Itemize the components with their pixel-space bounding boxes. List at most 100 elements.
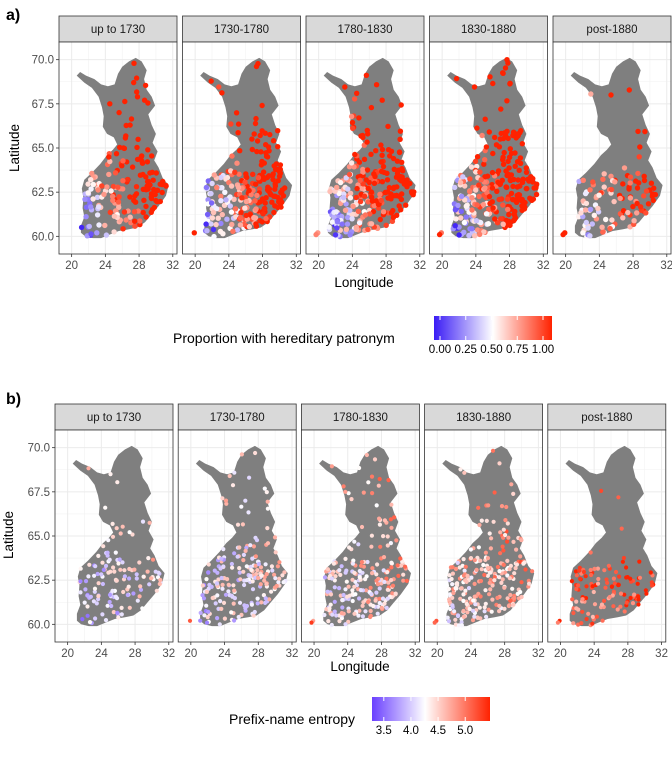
data-point [484, 518, 489, 524]
data-point [504, 196, 511, 202]
data-point [347, 195, 354, 201]
data-point [153, 197, 159, 204]
data-point [507, 576, 512, 581]
data-point [583, 219, 589, 226]
data-point [490, 150, 496, 157]
x-tick-label: 24 [95, 648, 108, 660]
data-point [349, 119, 356, 126]
data-point [325, 589, 330, 594]
data-point [447, 597, 452, 602]
data-point [486, 503, 491, 508]
data-point [221, 600, 227, 606]
data-point [109, 603, 114, 609]
x-tick-label: 32 [537, 260, 550, 272]
data-point [276, 199, 282, 205]
data-point [613, 569, 619, 575]
data-point [227, 473, 232, 479]
facet-strip-label: 1730-1780 [210, 412, 265, 424]
data-point [266, 173, 272, 179]
data-point [386, 478, 391, 483]
data-point [85, 190, 91, 196]
data-point [617, 195, 623, 202]
data-point [121, 209, 128, 215]
data-point [372, 173, 378, 180]
data-point [215, 616, 220, 621]
data-point [494, 220, 501, 226]
data-point [384, 170, 390, 176]
data-point [111, 565, 116, 570]
data-point [492, 490, 497, 495]
data-point [487, 570, 492, 575]
data-point [224, 501, 229, 506]
data-point [208, 190, 214, 197]
data-point [472, 158, 479, 165]
data-point [273, 161, 280, 167]
data-point [378, 142, 384, 148]
data-point [254, 148, 260, 155]
data-point [485, 566, 490, 571]
data-point [246, 187, 252, 194]
y-tick-label: 67.5 [32, 99, 54, 111]
data-point [329, 464, 334, 469]
data-point [453, 617, 458, 622]
data-point [369, 592, 374, 597]
data-point [137, 172, 144, 178]
data-point [264, 490, 269, 495]
data-point [263, 215, 269, 222]
data-point [229, 561, 234, 567]
data-point [112, 170, 119, 176]
data-point [473, 169, 479, 175]
data-point [111, 229, 117, 235]
data-point [374, 578, 379, 583]
data-point [383, 222, 389, 228]
data-point [119, 605, 124, 611]
data-point [476, 182, 482, 188]
data-point [126, 584, 131, 589]
data-point [574, 599, 579, 604]
data-point [347, 232, 353, 238]
data-point [100, 612, 105, 617]
data-point [222, 616, 227, 621]
data-point [221, 547, 226, 552]
data-point [87, 562, 92, 567]
data-point [519, 141, 525, 147]
data-point [330, 612, 335, 617]
data-point [252, 609, 257, 615]
legend-b-title: Prefix-name entropy [229, 711, 355, 727]
data-point [397, 136, 403, 142]
data-point [334, 613, 339, 618]
data-point [243, 498, 248, 503]
data-point [359, 185, 365, 191]
data-point [631, 218, 637, 224]
data-point [332, 609, 337, 614]
data-point [153, 569, 158, 574]
data-point [223, 498, 229, 503]
data-point [250, 556, 255, 561]
data-point [112, 569, 117, 574]
data-point [250, 587, 256, 592]
data-point [149, 576, 154, 581]
data-point [586, 611, 591, 616]
data-point [253, 563, 258, 568]
data-point [206, 562, 211, 567]
data-point [270, 568, 275, 573]
data-point [138, 587, 144, 592]
data-point [349, 211, 355, 218]
data-point [113, 151, 120, 157]
data-point [592, 602, 598, 607]
data-point [86, 574, 91, 579]
data-point [380, 209, 387, 215]
data-point [445, 615, 450, 620]
data-point [609, 584, 615, 589]
data-point [104, 184, 110, 190]
data-point [449, 576, 454, 582]
data-point [334, 219, 341, 225]
data-point [208, 78, 214, 84]
data-point [232, 470, 237, 475]
data-point [463, 214, 469, 220]
data-point [253, 450, 258, 456]
data-point [115, 480, 120, 485]
data-point [236, 614, 241, 620]
data-point [373, 148, 379, 154]
data-point [584, 584, 589, 589]
